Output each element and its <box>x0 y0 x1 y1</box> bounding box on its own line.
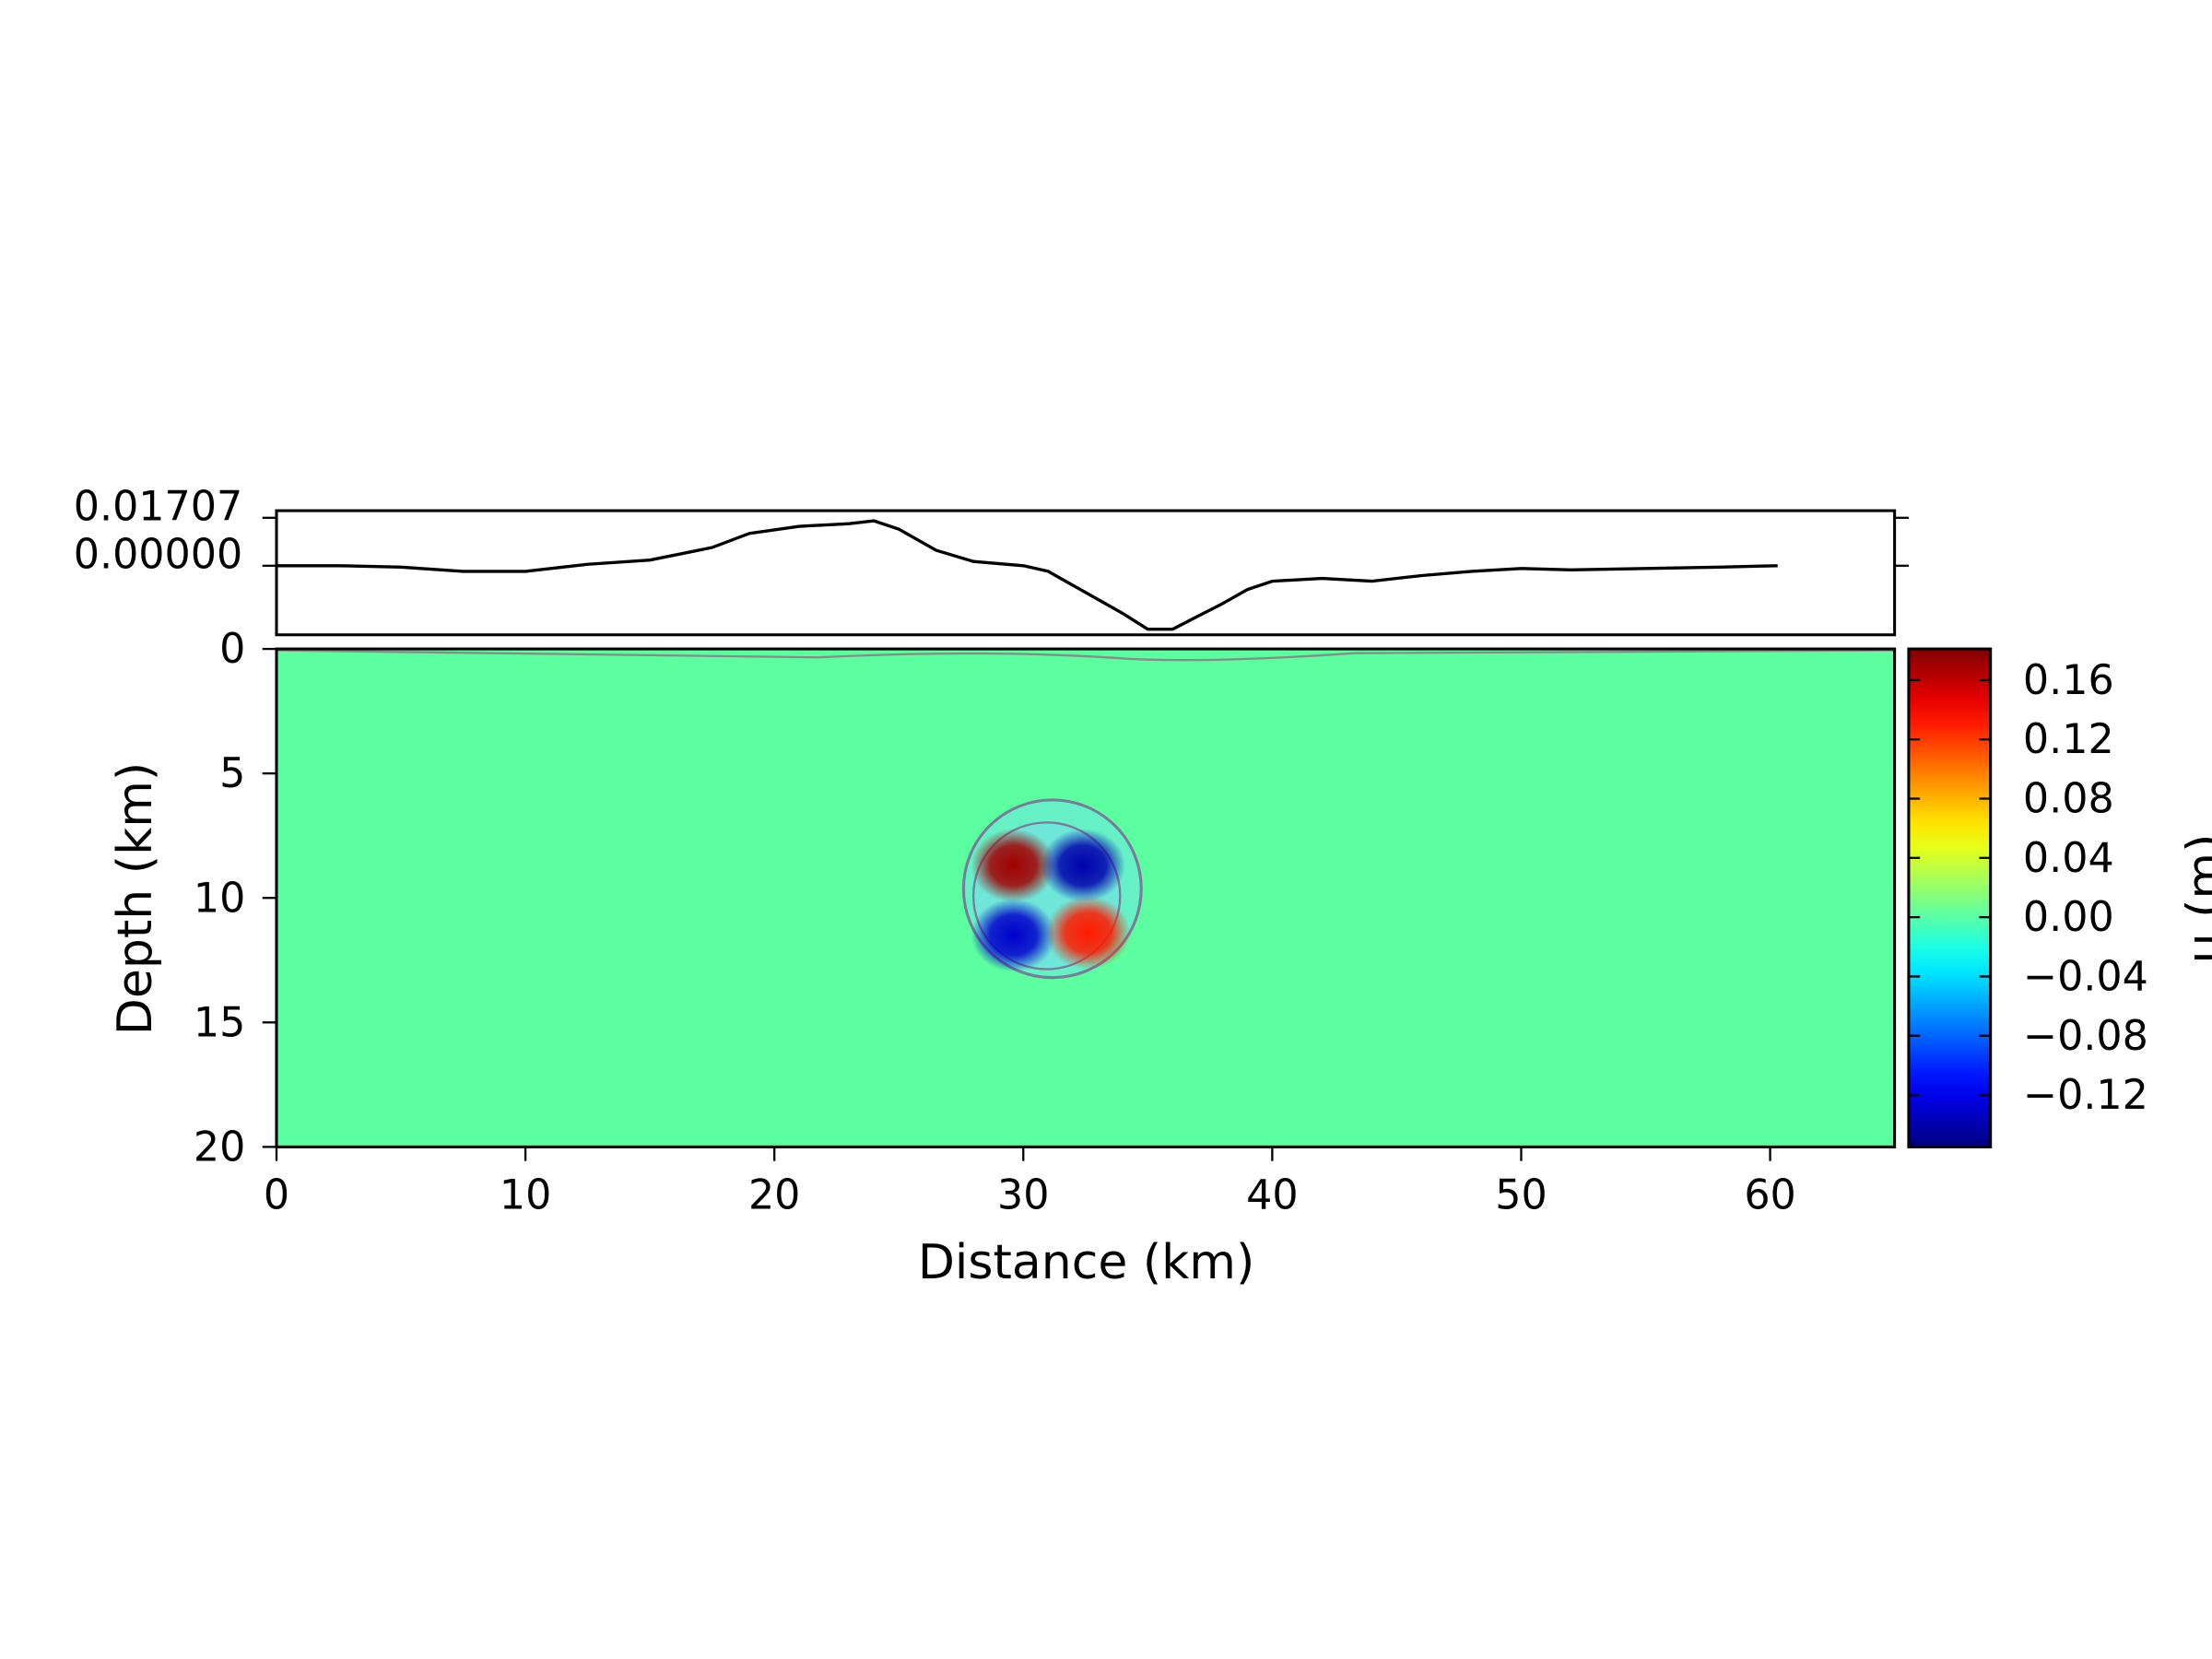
y-tick-label: 15 <box>194 999 245 1046</box>
colorbar <box>1907 647 1993 1148</box>
y-tick-label: 20 <box>194 1124 245 1171</box>
trace-frame <box>275 509 1897 637</box>
field-lobe <box>971 898 1056 972</box>
colorbar-tick-label: 0.08 <box>2023 776 2114 823</box>
y-tick-label: 5 <box>219 750 245 797</box>
colorbar-tick-label: 0.12 <box>2023 716 2114 763</box>
x-tick-label: 40 <box>1246 1171 1298 1218</box>
surface-wave <box>276 649 1895 662</box>
field-lobe <box>971 829 1056 902</box>
y-axis-label: Depth (km) <box>108 762 163 1035</box>
y-tick-label: 0.00000 <box>74 532 243 579</box>
x-axis-label: Distance (km) <box>918 1235 1254 1290</box>
colorbar-tick-label: −0.12 <box>2023 1072 2148 1119</box>
x-tick-label: 20 <box>748 1171 800 1218</box>
trace-line <box>276 519 1778 631</box>
field-lobe <box>1045 896 1131 970</box>
x-tick-label: 10 <box>500 1171 551 1218</box>
field-lobe <box>1041 829 1126 902</box>
y-tick-label: 10 <box>194 875 245 922</box>
colorbar-tick-label: 0.16 <box>2023 657 2114 704</box>
y-tick-label: 0.01707 <box>74 484 243 531</box>
x-tick-label: 30 <box>997 1171 1049 1218</box>
colorbar-tick-label: −0.04 <box>2023 954 2148 1001</box>
y-tick-label: 0 <box>219 626 245 673</box>
colorbar-tick-label: −0.08 <box>2023 1013 2148 1060</box>
colorbar-tick-label: 0.00 <box>2023 894 2114 941</box>
colorbar-label: u (m) <box>2177 834 2212 964</box>
colorbar-tick-label: 0.04 <box>2023 835 2114 882</box>
x-tick-label: 50 <box>1495 1171 1547 1218</box>
x-tick-label: 0 <box>264 1171 289 1218</box>
x-tick-label: 60 <box>1744 1171 1795 1218</box>
